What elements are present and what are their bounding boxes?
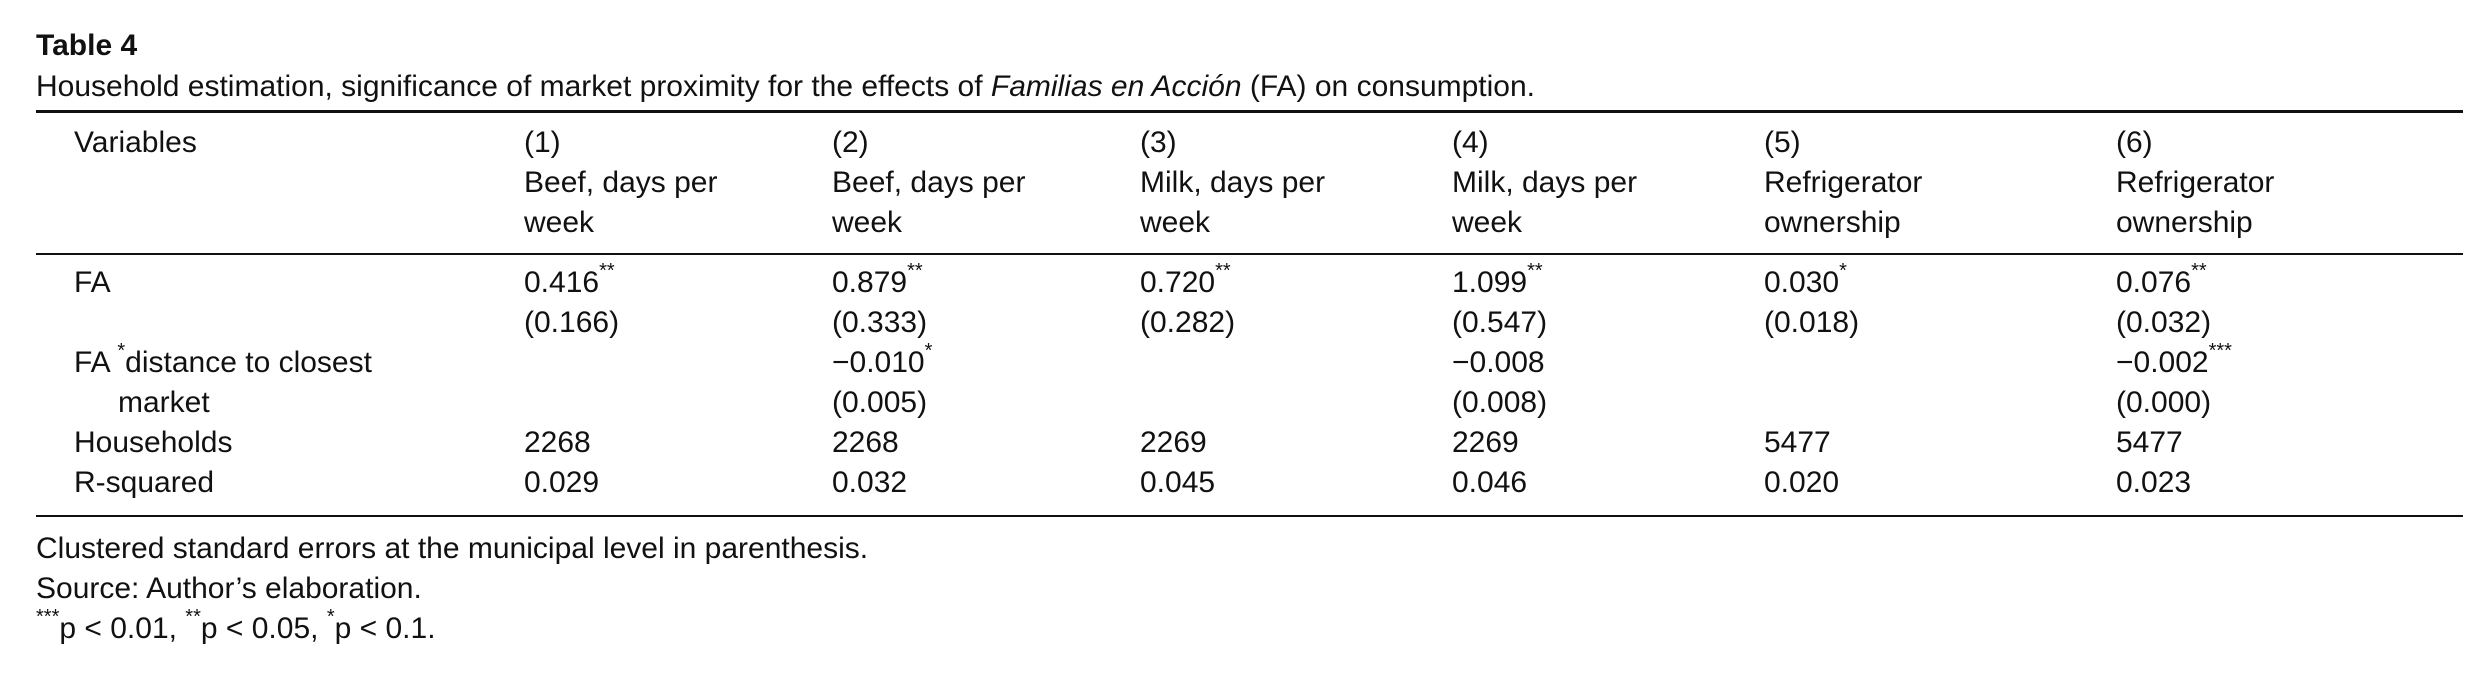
header-col-2-line2: week [832, 206, 903, 239]
note-source: Source: Author’s elaboration. [36, 572, 422, 605]
header-col-5-line2: ownership [1764, 206, 1901, 239]
header-row-numbers: Variables (1) (2) (3) (4) (5) (6) [36, 123, 2463, 163]
header-col-4-line2: week [1452, 206, 1523, 239]
cell-fad-coef-3 [1140, 343, 1452, 383]
cell-fad-se-4: (0.008) [1452, 386, 1548, 419]
table-container: Table 4 Household estimation, significan… [36, 26, 2463, 649]
cell-fad-se-2: (0.005) [832, 386, 928, 419]
header-variables: Variables [74, 126, 197, 159]
cell-fa-coef-3: 0.720** [1140, 260, 1231, 299]
table-row-fa-distance-se: market (0.005) (0.008) (0.000) [36, 383, 2463, 423]
cell-fad-se-1 [524, 383, 832, 423]
cell-rsquared-1: 0.029 [524, 466, 600, 499]
cell-fad-se-3 [1140, 383, 1452, 423]
cell-households-3: 2269 [1140, 426, 1207, 459]
row-label-fa-distance-cont: market [118, 386, 210, 419]
table-header: Variables (1) (2) (3) (4) (5) (6) Beef, … [36, 123, 2463, 243]
table-row-fa-se: (0.166) (0.333) (0.282) (0.547) (0.018) … [36, 303, 2463, 343]
cell-households-6: 5477 [2116, 426, 2183, 459]
note-significance: ***p < 0.01, **p < 0.05, *p < 0.1. [36, 606, 436, 645]
row-label-rsquared: R-squared [74, 466, 215, 499]
header-col-2-num: (2) [832, 126, 869, 159]
cell-fa-coef-6: 0.076** [2116, 260, 2207, 299]
cell-rsquared-2: 0.032 [832, 466, 908, 499]
cell-fa-coef-4: 1.099** [1452, 260, 1543, 299]
cell-fad-coef-6: −0.002*** [2116, 340, 2232, 379]
row-label-fa: FA [74, 266, 111, 299]
caption-text-pre: Household estimation, significance of ma… [36, 70, 991, 103]
cell-households-4: 2269 [1452, 426, 1519, 459]
header-col-6-num: (6) [2116, 126, 2153, 159]
table-label: Table 4 [36, 29, 138, 62]
header-blank [36, 163, 524, 203]
table-row-rsquared: R-squared 0.029 0.032 0.045 0.046 0.020 … [36, 463, 2463, 503]
row-label-households: Households [74, 426, 233, 459]
cell-fa-coef-2: 0.879** [832, 260, 923, 299]
cell-fa-se-3: (0.282) [1140, 306, 1236, 339]
header-col-2-line1: Beef, days per [832, 166, 1026, 199]
note-clustered-se: Clustered standard errors at the municip… [36, 532, 869, 565]
header-col-6-line2: ownership [2116, 206, 2253, 239]
cell-households-2: 2268 [832, 426, 899, 459]
cell-households-5: 5477 [1764, 426, 1831, 459]
header-col-1-line2: week [524, 206, 595, 239]
cell-fa-se-6: (0.032) [2116, 306, 2212, 339]
row-label-fa-distance: FA *distance to closest [74, 340, 372, 379]
cell-fa-coef-1: 0.416** [524, 260, 615, 299]
cell-fad-se-5 [1764, 383, 2116, 423]
caption-text-post: (FA) on consumption. [1241, 70, 1536, 103]
cell-fa-se-2: (0.333) [832, 306, 928, 339]
cell-fad-coef-4: −0.008 [1452, 346, 1545, 379]
table-row-fa: FA 0.416** 0.879** 0.720** 1.099** 0.030… [36, 260, 2463, 303]
cell-fad-se-6: (0.000) [2116, 386, 2212, 419]
cell-fa-se-1: (0.166) [524, 306, 620, 339]
header-col-5-line1: Refrigerator [1764, 166, 1923, 199]
cell-fad-coef-5 [1764, 343, 2116, 383]
table-row-fa-distance: FA *distance to closest −0.010* −0.008 −… [36, 340, 2463, 383]
header-col-6-line1: Refrigerator [2116, 166, 2275, 199]
header-blank [36, 203, 524, 243]
cell-fa-coef-5: 0.030* [1764, 260, 1847, 299]
cell-fad-coef-2: −0.010* [832, 340, 933, 379]
cell-households-1: 2268 [524, 426, 591, 459]
header-row-line2: week week week week ownership ownership [36, 203, 2463, 243]
header-col-4-num: (4) [1452, 126, 1489, 159]
header-row-line1: Beef, days per Beef, days per Milk, days… [36, 163, 2463, 203]
bottom-rule [36, 515, 2463, 517]
header-col-4-line1: Milk, days per [1452, 166, 1638, 199]
cell-fa-se-4: (0.547) [1452, 306, 1548, 339]
cell-fad-coef-1 [524, 343, 832, 383]
table-notes: Clustered standard errors at the municip… [36, 529, 2463, 649]
cell-rsquared-5: 0.020 [1764, 466, 1840, 499]
table-body: FA 0.416** 0.879** 0.720** 1.099** 0.030… [36, 260, 2463, 503]
header-col-3-line1: Milk, days per [1140, 166, 1326, 199]
header-col-5-num: (5) [1764, 126, 1801, 159]
top-rule [36, 110, 2463, 113]
mid-rule [36, 253, 2463, 255]
table-row-households: Households 2268 2268 2269 2269 5477 5477 [36, 423, 2463, 463]
cell-rsquared-4: 0.046 [1452, 466, 1528, 499]
cell-fa-se-5: (0.018) [1764, 306, 1860, 339]
header-col-1-num: (1) [524, 126, 561, 159]
caption-text-italic: Familias en Acción [990, 70, 1242, 103]
table-caption: Household estimation, significance of ma… [36, 66, 2463, 110]
cell-rsquared-6: 0.023 [2116, 466, 2192, 499]
header-col-3-num: (3) [1140, 126, 1177, 159]
cell-rsquared-3: 0.045 [1140, 466, 1216, 499]
header-col-1-line1: Beef, days per [524, 166, 718, 199]
header-col-3-line2: week [1140, 206, 1211, 239]
